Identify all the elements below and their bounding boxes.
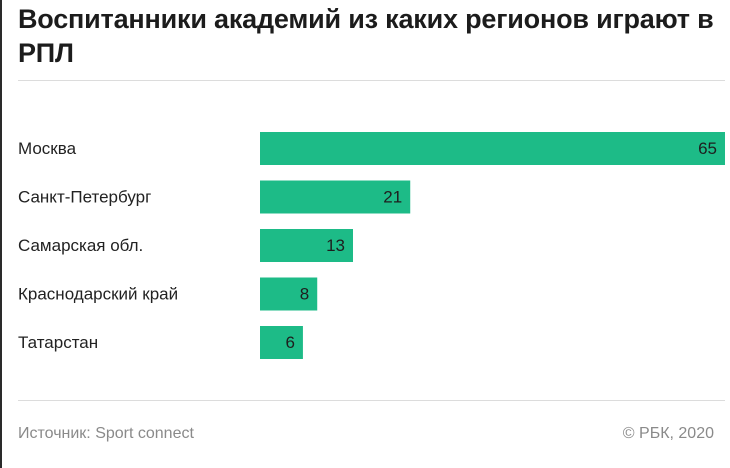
category-label: Санкт-Петербург xyxy=(18,188,151,207)
copyright-note: © РБК, 2020 xyxy=(622,425,714,442)
category-label: Самарская обл. xyxy=(18,236,143,255)
bar xyxy=(260,180,411,214)
bar xyxy=(260,277,318,311)
bar xyxy=(260,229,353,262)
value-label: 8 xyxy=(300,285,309,304)
top-divider xyxy=(18,80,725,81)
bar xyxy=(260,326,303,359)
value-label: 6 xyxy=(285,333,294,352)
bar xyxy=(260,132,725,165)
category-label: Краснодарский край xyxy=(18,285,178,304)
bars-layer: Москва 65 Санкт-Петербург 21 Самарская обл. 1… xyxy=(18,132,725,359)
category-label: Москва xyxy=(18,139,77,158)
chart-title: Воспитанники академий из каких регионов … xyxy=(18,4,714,68)
source-note: Источник: Sport connect xyxy=(18,425,194,442)
value-label: 65 xyxy=(698,139,717,158)
category-label: Татарстан xyxy=(18,333,98,352)
bottom-divider xyxy=(18,400,725,401)
value-label: 13 xyxy=(326,236,345,255)
left-edge-border xyxy=(0,0,2,468)
value-label: 21 xyxy=(383,188,402,207)
